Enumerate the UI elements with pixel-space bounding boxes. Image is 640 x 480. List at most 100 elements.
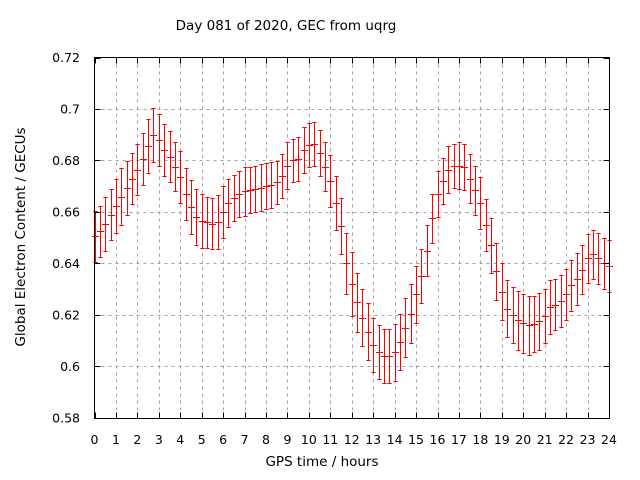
x-tick-label: 11 bbox=[322, 432, 338, 447]
error-bar bbox=[198, 194, 207, 249]
y-tick-label: 0.72 bbox=[52, 50, 80, 65]
error-bar bbox=[557, 275, 566, 328]
error-bar bbox=[166, 131, 175, 183]
error-bar bbox=[391, 324, 400, 382]
error-bar bbox=[283, 142, 292, 190]
x-tick-label: 17 bbox=[451, 432, 467, 447]
error-bar bbox=[535, 293, 544, 351]
y-tick-label: 0.62 bbox=[52, 308, 80, 323]
error-bar bbox=[573, 253, 582, 306]
y-tick-label: 0.66 bbox=[52, 205, 80, 220]
error-bar bbox=[401, 298, 410, 358]
error-bar bbox=[471, 166, 480, 216]
error-bar bbox=[498, 263, 507, 321]
error-bar bbox=[364, 303, 373, 361]
x-tick-label: 0 bbox=[91, 432, 99, 447]
error-bar bbox=[155, 114, 164, 167]
x-tick-label: 4 bbox=[176, 432, 184, 447]
x-tick-label: 9 bbox=[283, 432, 291, 447]
error-bar bbox=[289, 139, 298, 183]
error-bar bbox=[562, 269, 571, 321]
error-bar bbox=[278, 154, 287, 199]
error-bar bbox=[369, 318, 378, 373]
error-bar bbox=[514, 291, 523, 351]
plot-border bbox=[94, 57, 610, 419]
y-axis-label: Global Electron Content / GECUs bbox=[13, 127, 29, 346]
error-bar bbox=[133, 144, 142, 196]
error-bar bbox=[519, 294, 528, 354]
x-tick-label: 3 bbox=[155, 432, 163, 447]
error-bar bbox=[525, 296, 534, 356]
grid-layer bbox=[94, 57, 609, 418]
x-tick-label: 18 bbox=[472, 432, 488, 447]
error-bar bbox=[396, 314, 405, 371]
error-bar bbox=[455, 142, 464, 190]
error-bar bbox=[385, 329, 394, 384]
error-bar bbox=[128, 153, 137, 205]
x-tick-label: 5 bbox=[198, 432, 206, 447]
x-tick-label: 7 bbox=[241, 432, 249, 447]
error-bar bbox=[300, 127, 309, 174]
error-bar bbox=[466, 154, 475, 204]
error-bar bbox=[434, 171, 443, 218]
x-tick-label: 22 bbox=[558, 432, 574, 447]
error-bar bbox=[578, 245, 587, 295]
error-bar bbox=[262, 163, 271, 210]
error-bar bbox=[407, 284, 416, 344]
error-bar bbox=[251, 166, 260, 213]
error-bar bbox=[224, 179, 233, 228]
error-bar bbox=[241, 167, 250, 217]
x-tick-label: 8 bbox=[262, 432, 270, 447]
error-bar bbox=[160, 124, 169, 177]
error-bar bbox=[551, 279, 560, 331]
error-bar bbox=[358, 289, 367, 347]
tick-label-layer: 0 1 2 3 4 5 6 7 8 9 10 11 12 13 14 15 16 17 18 19 20 21 22 23 24… bbox=[52, 50, 617, 447]
y-tick-label: 0.68 bbox=[52, 153, 80, 168]
y-tick-label: 0.6 bbox=[60, 359, 80, 374]
error-bar bbox=[412, 266, 421, 324]
error-bar bbox=[192, 189, 201, 246]
error-bar bbox=[171, 142, 180, 192]
y-tick-label: 0.7 bbox=[60, 102, 80, 117]
error-bar bbox=[203, 197, 212, 249]
error-bar bbox=[96, 206, 105, 258]
x-tick-label: 19 bbox=[494, 432, 510, 447]
error-bar bbox=[176, 151, 185, 204]
error-bar bbox=[423, 225, 432, 277]
error-bar bbox=[321, 142, 330, 192]
error-bar bbox=[182, 168, 191, 221]
error-bar bbox=[219, 186, 228, 239]
error-bar bbox=[117, 168, 126, 226]
error-bar bbox=[257, 164, 266, 212]
error-bar bbox=[246, 167, 255, 214]
y-tick-label: 0.58 bbox=[52, 411, 80, 426]
error-bar bbox=[460, 144, 469, 191]
error-bar bbox=[476, 177, 485, 230]
x-tick-label: 13 bbox=[365, 432, 381, 447]
error-bar bbox=[546, 280, 555, 335]
error-bar bbox=[267, 162, 276, 209]
x-tick-label: 16 bbox=[430, 432, 446, 447]
error-bar bbox=[503, 280, 512, 338]
error-bar bbox=[235, 171, 244, 218]
x-tick-label: 15 bbox=[408, 432, 424, 447]
error-bar bbox=[439, 158, 448, 205]
error-bar bbox=[316, 130, 325, 177]
error-bar bbox=[594, 233, 603, 285]
error-bar bbox=[337, 198, 346, 255]
error-bar bbox=[273, 161, 282, 205]
error-bar bbox=[123, 161, 132, 216]
x-tick-label: 12 bbox=[344, 432, 360, 447]
x-axis-label: GPS time / hours bbox=[265, 454, 378, 470]
error-bar bbox=[482, 199, 491, 252]
x-tick-label: 10 bbox=[301, 432, 317, 447]
error-bar bbox=[567, 260, 576, 312]
error-bar bbox=[584, 234, 593, 284]
error-bar bbox=[509, 287, 518, 344]
error-bar bbox=[230, 175, 239, 222]
error-bar bbox=[589, 230, 598, 280]
error-bar bbox=[375, 325, 384, 380]
error-bar bbox=[444, 146, 453, 194]
